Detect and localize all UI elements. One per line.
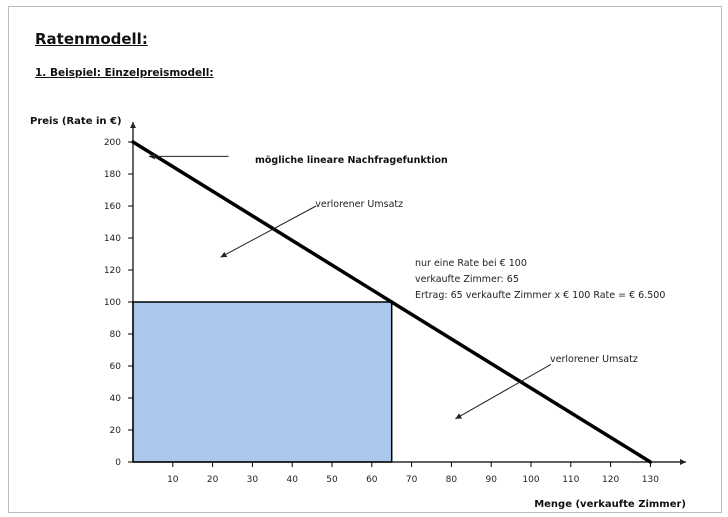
demand-label: mögliche lineare Nachfragefunktion: [255, 155, 448, 166]
y-tick-label: 160: [104, 202, 121, 212]
x-tick-label: 100: [522, 475, 539, 485]
page-title: Ratenmodell:: [35, 30, 148, 48]
y-tick-label: 120: [104, 266, 121, 276]
lost-revenue-label-upper: verlorener Umsatz: [315, 199, 403, 210]
info-line: nur eine Rate bei € 100: [415, 258, 527, 269]
y-tick-label: 200: [104, 138, 121, 148]
x-tick-label: 30: [247, 475, 259, 485]
y-tick-label: 100: [104, 298, 121, 308]
demand-line: [131, 140, 653, 464]
info-line: verkaufte Zimmer: 65: [415, 274, 519, 285]
y-tick-label: 0: [115, 458, 121, 468]
x-tick-label: 50: [326, 475, 338, 485]
lost-revenue-arrow-lower: [455, 363, 552, 420]
lost-revenue-arrow-upper: [220, 205, 317, 258]
x-tick-label: 20: [207, 475, 219, 485]
y-tick-label: 60: [110, 362, 122, 372]
x-axis-title: Menge (verkaufte Zimmer): [534, 499, 686, 510]
y-tick-label: 20: [110, 426, 122, 436]
y-tick-label: 80: [110, 330, 122, 340]
x-tick-label: 70: [406, 475, 418, 485]
x-tick-label: 40: [286, 475, 298, 485]
revenue-rectangle: [132, 301, 393, 463]
x-tick-label: 60: [366, 475, 378, 485]
x-tick-label: 90: [485, 475, 497, 485]
y-tick-label: 40: [110, 394, 122, 404]
x-tick-label: 110: [562, 475, 579, 485]
info-line: Ertrag: 65 verkaufte Zimmer x € 100 Rate…: [415, 290, 665, 301]
x-tick-label: 130: [642, 475, 659, 485]
page-subtitle: 1. Beispiel: Einzelpreismodell:: [35, 67, 214, 79]
y-tick-label: 180: [104, 170, 121, 180]
x-tick-label: 80: [446, 475, 458, 485]
x-tick-label: 120: [602, 475, 619, 485]
lost-revenue-label-lower: verlorener Umsatz: [550, 354, 638, 365]
x-tick-label: 10: [167, 475, 179, 485]
y-tick-label: 140: [104, 234, 121, 244]
y-axis-title: Preis (Rate in €): [30, 116, 122, 127]
